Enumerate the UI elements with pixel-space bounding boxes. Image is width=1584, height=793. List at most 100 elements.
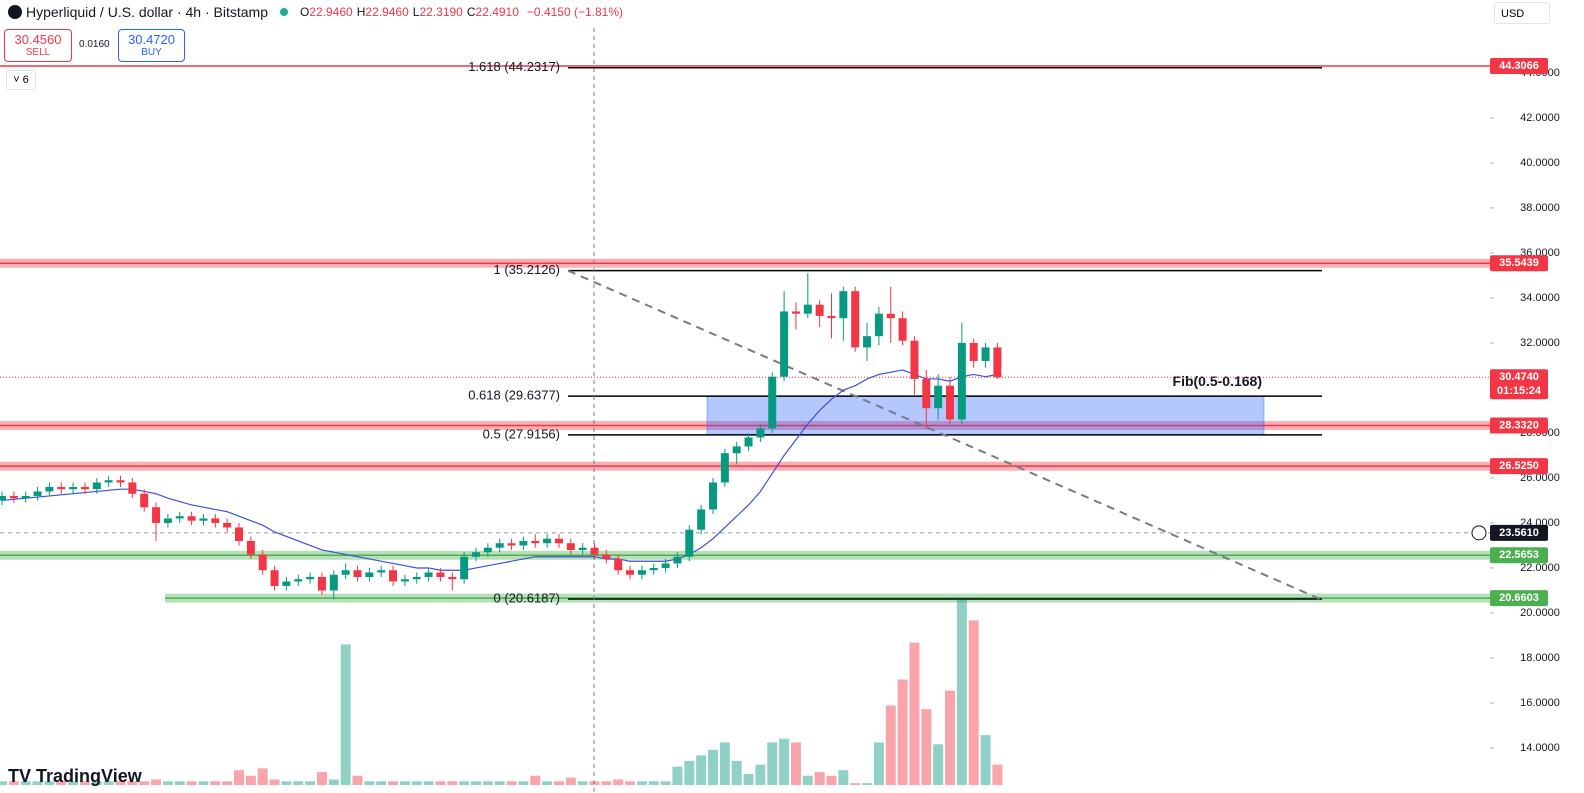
currency-select[interactable]: USD [1494, 2, 1550, 24]
candle-body [199, 518, 208, 521]
candle-body [175, 516, 184, 519]
sell-price: 30.4560 [14, 32, 62, 47]
volume-bar [862, 783, 873, 785]
trend-line [567, 269, 1321, 600]
candle-body [685, 529, 694, 557]
fib-level-label: 1.618 (44.2317) [468, 59, 560, 74]
y-tick-label: 34.0000 [1520, 292, 1560, 304]
volume-bar [364, 781, 375, 785]
candle-body [104, 480, 113, 483]
candle-body [329, 574, 338, 591]
sell-label: SELL [25, 47, 51, 58]
candle-body [886, 313, 895, 319]
volume-bar [68, 781, 79, 785]
volume-bar [933, 744, 944, 785]
y-tick-label: 20.0000 [1520, 607, 1560, 619]
volume-bar [0, 781, 7, 785]
ohlc-value: 22.9460 [309, 5, 353, 19]
volume-bar [589, 781, 600, 785]
indicators-toggle[interactable]: ˅ 6 [6, 70, 36, 90]
candle-body [922, 378, 931, 409]
volume-bar [115, 781, 126, 785]
volume-bar [802, 775, 813, 785]
volume-bar [838, 770, 849, 785]
y-tick-label: 42.0000 [1520, 112, 1560, 124]
volume-bar [234, 770, 244, 785]
add-alert-button[interactable] [1471, 525, 1487, 541]
volume-bar [672, 766, 683, 785]
volume-bar [636, 781, 647, 785]
volume-bar [684, 760, 695, 785]
y-tick-label: 38.0000 [1520, 202, 1560, 214]
volume-bar [826, 775, 837, 785]
volume-bar [435, 781, 446, 785]
candle-body [709, 482, 717, 510]
candle-body [780, 311, 789, 377]
status-dot [279, 8, 288, 16]
buy-button[interactable]: 30.4720 BUY [118, 29, 185, 62]
price-label-bg [1490, 255, 1548, 272]
volume-bar [518, 781, 529, 785]
candle-body [602, 554, 611, 559]
candle-body [732, 446, 741, 454]
volume-bar [945, 690, 955, 785]
price-label: 22.5653 [1499, 549, 1539, 561]
candle-body [554, 538, 563, 544]
candle-body [9, 495, 18, 499]
candle-body [803, 304, 812, 314]
candle-body [0, 495, 6, 501]
volume-bar [174, 781, 185, 785]
price-label-bg [1490, 417, 1548, 434]
volume-bar [743, 773, 754, 785]
ohlc-key: H [356, 5, 366, 19]
moving-average [1, 369, 998, 571]
volume-bar [44, 781, 55, 785]
volume-bar [328, 779, 339, 785]
volume-bar [459, 781, 470, 785]
candle-body [21, 495, 30, 499]
candle-body [246, 540, 255, 555]
volume-bar [696, 755, 707, 785]
price-label: 28.3320 [1499, 419, 1539, 431]
candle-body [187, 516, 196, 521]
candle-body [851, 291, 860, 348]
volume-bar [8, 781, 19, 785]
symbol-icon [8, 5, 22, 19]
volume-bar [281, 781, 292, 785]
volume-bar [850, 783, 861, 785]
sell-button[interactable]: 30.4560 SELL [4, 29, 72, 62]
volume-bar [56, 781, 67, 785]
candle-body [969, 342, 978, 361]
candle-body [768, 376, 777, 429]
symbol[interactable]: Hyperliquid / U.S. dollar · 4h · Bitstam… [26, 4, 268, 20]
volume-bar [20, 781, 31, 785]
price-label: 26.5250 [1499, 460, 1539, 472]
candle-body [957, 342, 966, 420]
volume-bar [91, 781, 102, 785]
candle-body [294, 579, 303, 582]
volume-bar [577, 781, 588, 785]
candle-body [92, 482, 101, 490]
price-label: 20.6603 [1499, 592, 1539, 604]
fib-level-label: 0.618 (29.6377) [468, 388, 560, 403]
volume-bar [79, 781, 90, 785]
volume-bar [885, 705, 896, 785]
volume-bar [399, 781, 410, 785]
candle-body [756, 428, 765, 438]
y-tick-label: 32.0000 [1520, 337, 1560, 349]
candle-body [946, 385, 954, 420]
volume-bar [506, 781, 517, 785]
ohlc-value: 22.4910 [475, 5, 519, 19]
candle-body [981, 347, 990, 361]
candle-body [140, 493, 149, 508]
candle-body [637, 570, 646, 575]
countdown: 01:15:24 [1497, 385, 1542, 397]
y-tick-label: 22.0000 [1520, 562, 1560, 574]
volume-bar [873, 742, 884, 785]
volume-bar [530, 775, 541, 785]
volume-bar [447, 781, 458, 785]
volume-bar [305, 781, 316, 785]
candle-body [211, 518, 220, 523]
candle-body [566, 543, 575, 550]
volume-bar [340, 644, 351, 785]
